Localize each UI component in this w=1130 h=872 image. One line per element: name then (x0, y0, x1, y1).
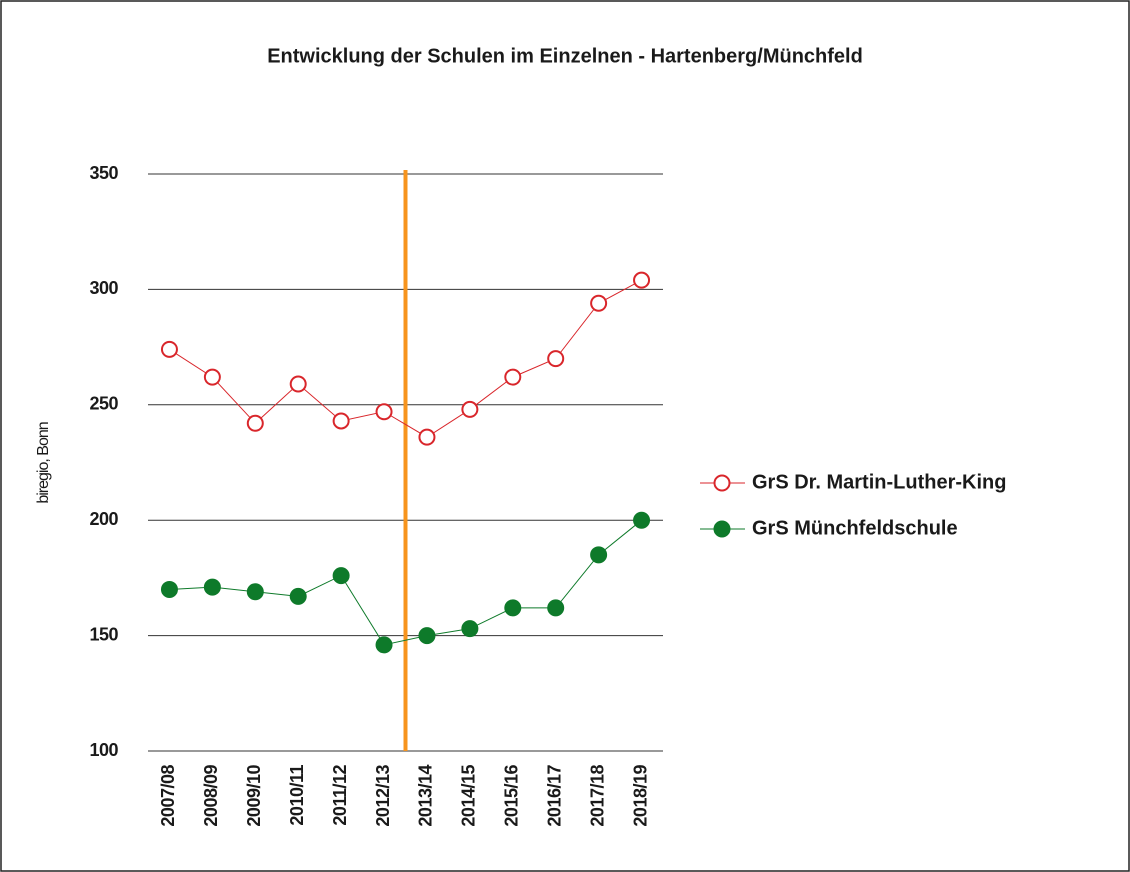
chart-title: Entwicklung der Schulen im Einzelnen - H… (267, 45, 863, 67)
x-tick-label: 2015/16 (502, 765, 522, 827)
x-tick-label: 2013/14 (416, 765, 436, 827)
legend-marker (713, 520, 731, 538)
data-point (461, 400, 479, 418)
x-tick-label: 2008/09 (201, 765, 221, 827)
data-point (418, 627, 436, 645)
data-point (633, 511, 651, 529)
series-line (169, 279, 642, 438)
legend-label: GrS Dr. Martin-Luther-King (752, 471, 1006, 493)
data-point (547, 599, 565, 617)
data-point (289, 587, 307, 605)
data-point (590, 546, 608, 564)
data-point (504, 599, 522, 617)
data-point (160, 340, 178, 358)
legend-marker (713, 474, 731, 492)
y-tick-label: 300 (89, 278, 118, 298)
y-tick-label: 250 (89, 394, 118, 414)
legend-label: GrS Münchfeldschule (752, 517, 958, 539)
data-point (633, 271, 651, 289)
x-tick-label: 2017/18 (587, 765, 607, 827)
y-tick-label: 100 (89, 740, 118, 760)
data-point (332, 567, 350, 585)
x-tick-label: 2010/11 (287, 765, 307, 826)
x-tick-label: 2011/12 (330, 765, 350, 826)
data-point (461, 620, 479, 638)
data-point (246, 414, 264, 432)
data-point (504, 368, 522, 386)
x-tick-label: 2009/10 (244, 765, 264, 827)
y-tick-label: 150 (89, 624, 118, 644)
data-point (289, 375, 307, 393)
data-point (332, 412, 350, 430)
x-tick-label: 2012/13 (373, 765, 393, 827)
data-point (418, 428, 436, 446)
y-tick-label: 350 (89, 163, 118, 183)
y-axis-label: biregio, Bonn (35, 422, 52, 503)
data-point (160, 580, 178, 598)
data-point (547, 350, 565, 368)
data-point (375, 636, 393, 654)
y-tick-label: 200 (89, 509, 118, 529)
x-tick-label: 2016/17 (544, 765, 564, 827)
data-point (590, 294, 608, 312)
x-tick-label: 2007/08 (158, 765, 178, 827)
data-point (203, 578, 221, 596)
data-point (375, 403, 393, 421)
x-tick-label: 2018/19 (630, 765, 650, 827)
data-point (246, 583, 264, 601)
data-point (203, 368, 221, 386)
x-tick-label: 2014/15 (459, 765, 479, 827)
